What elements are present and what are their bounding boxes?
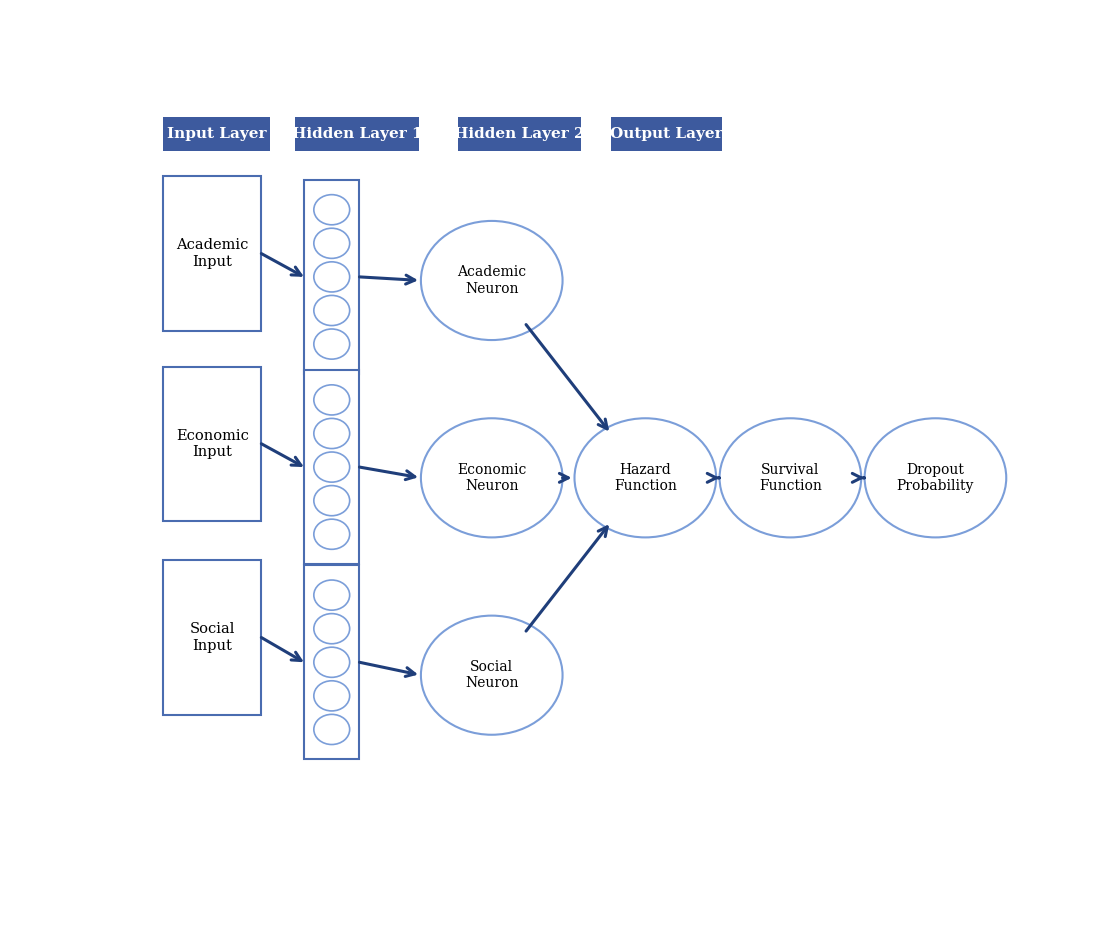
Circle shape <box>575 418 716 538</box>
Circle shape <box>314 519 350 549</box>
Text: Input Layer: Input Layer <box>167 127 266 141</box>
Circle shape <box>314 195 350 225</box>
Circle shape <box>314 613 350 644</box>
FancyBboxPatch shape <box>458 116 581 151</box>
FancyBboxPatch shape <box>295 116 419 151</box>
Circle shape <box>314 714 350 745</box>
Circle shape <box>314 262 350 292</box>
Circle shape <box>314 680 350 711</box>
Text: Academic
Input: Academic Input <box>176 239 249 268</box>
Circle shape <box>421 616 563 734</box>
Circle shape <box>421 221 563 340</box>
Circle shape <box>864 418 1006 538</box>
Text: Output Layer: Output Layer <box>610 127 723 141</box>
Text: Social
Input: Social Input <box>189 623 235 652</box>
FancyBboxPatch shape <box>163 560 261 715</box>
Text: Hidden Layer 2: Hidden Layer 2 <box>455 127 585 141</box>
Text: Survival
Function: Survival Function <box>759 462 821 493</box>
Text: Economic
Input: Economic Input <box>176 429 249 459</box>
Text: Social
Neuron: Social Neuron <box>465 660 519 691</box>
Circle shape <box>314 418 350 448</box>
Circle shape <box>421 418 563 538</box>
Circle shape <box>314 580 350 610</box>
Circle shape <box>314 486 350 515</box>
FancyBboxPatch shape <box>163 176 261 331</box>
Circle shape <box>314 228 350 258</box>
FancyBboxPatch shape <box>163 116 270 151</box>
Circle shape <box>314 385 350 415</box>
Circle shape <box>314 295 350 325</box>
Text: Economic
Neuron: Economic Neuron <box>457 462 526 493</box>
Text: Academic
Neuron: Academic Neuron <box>457 266 526 295</box>
Circle shape <box>314 452 350 482</box>
Circle shape <box>314 329 350 359</box>
Circle shape <box>314 647 350 678</box>
FancyBboxPatch shape <box>304 566 359 760</box>
FancyBboxPatch shape <box>304 180 359 374</box>
Text: Hidden Layer 1: Hidden Layer 1 <box>292 127 423 141</box>
Text: Hazard
Function: Hazard Function <box>614 462 677 493</box>
FancyBboxPatch shape <box>304 370 359 564</box>
Text: Dropout
Probability: Dropout Probability <box>896 462 974 493</box>
Circle shape <box>720 418 861 538</box>
FancyBboxPatch shape <box>611 116 722 151</box>
FancyBboxPatch shape <box>163 366 261 521</box>
